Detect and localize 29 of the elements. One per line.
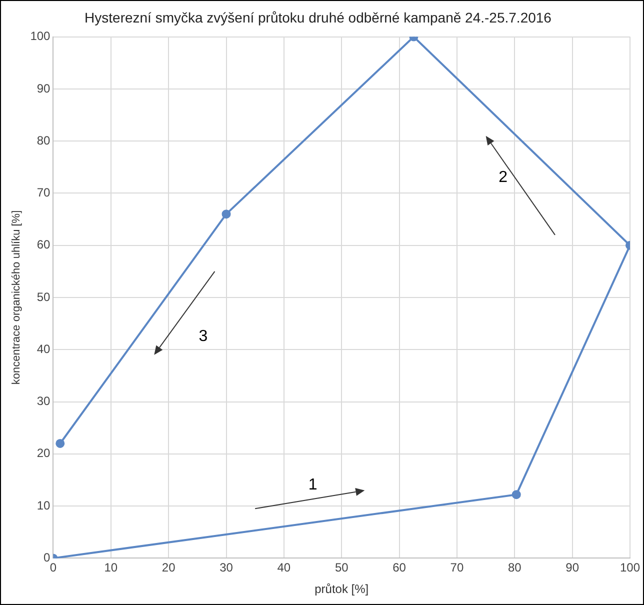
annotation: 3	[198, 328, 208, 346]
point	[56, 438, 65, 448]
y-tick-label: 50	[36, 290, 51, 304]
x-tick-label: 70	[450, 560, 464, 575]
y-tick-label: 90	[36, 81, 51, 96]
x-tick-label: 30	[220, 560, 234, 575]
y-tick-label: 80	[36, 133, 51, 148]
y-tick-label: 20	[36, 446, 51, 460]
x-tick-label: 40	[277, 560, 291, 575]
y-tick-label: 30	[36, 394, 51, 408]
x-tick-label: 20	[162, 560, 176, 575]
y-tick-label: 100	[30, 29, 51, 44]
x-tick-label: 50	[334, 560, 349, 575]
y-tick-label: 40	[36, 342, 51, 356]
annotation: 1	[308, 476, 318, 494]
x-tick-label: 10	[104, 560, 118, 575]
chart-title: Hysterezní smyčka zvýšení průtoku druhé odběrné kampaně 24.-25.7.2016	[84, 9, 552, 26]
y-tick-label: 0	[44, 550, 51, 565]
x-tick-label: 60	[392, 560, 406, 575]
point	[222, 210, 231, 219]
x-axis-title: průtok [%]	[314, 582, 369, 596]
y-tick-label: 70	[36, 186, 51, 200]
y-axis-title: koncentrace organického uhlíku [%]	[10, 210, 23, 385]
x-tick-label: 90	[566, 560, 580, 575]
y-tick-label: 60	[36, 238, 51, 252]
x-tick-label: 80	[508, 560, 522, 575]
annotation: 2	[498, 168, 508, 186]
x-tick-label: 100	[620, 560, 640, 575]
y-tick-label: 10	[36, 498, 51, 512]
